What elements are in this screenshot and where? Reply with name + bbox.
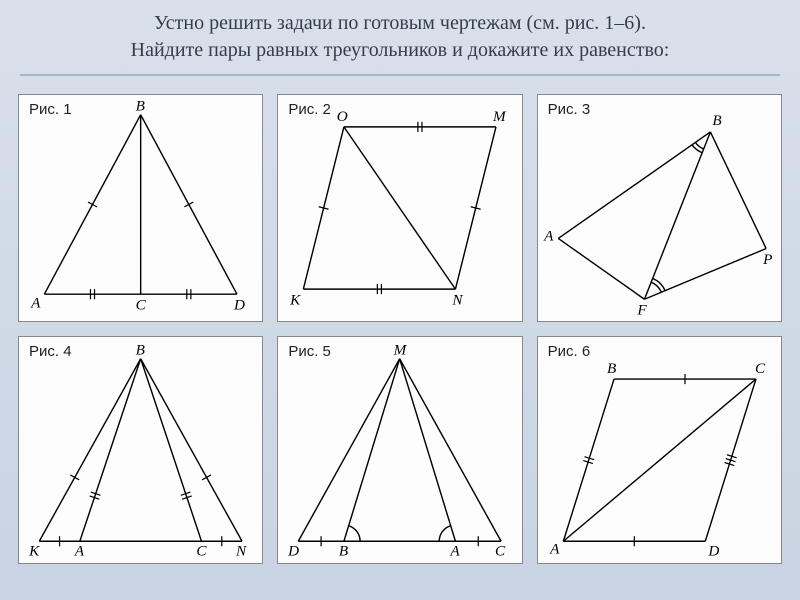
svg-text:C: C (495, 542, 506, 559)
svg-text:A: A (543, 227, 554, 244)
figure-6-label: Рис. 6 (548, 343, 591, 360)
svg-text:B: B (712, 112, 721, 129)
figure-1-svg: A B C D (19, 95, 262, 321)
svg-text:M: M (492, 108, 507, 125)
title-line-1: Устно решить задачи по готовым чертежам … (20, 10, 780, 37)
svg-text:P: P (762, 251, 772, 268)
svg-text:B: B (136, 98, 145, 115)
svg-text:C: C (196, 542, 207, 559)
title-line-2: Найдите пары равных треугольников и дока… (20, 37, 780, 64)
divider (20, 74, 780, 76)
figure-6-svg: A B C D (538, 337, 781, 563)
svg-text:C: C (755, 360, 766, 377)
svg-text:A: A (450, 542, 461, 559)
svg-text:C: C (136, 296, 147, 313)
svg-text:F: F (636, 301, 647, 318)
svg-text:K: K (28, 542, 40, 559)
svg-text:O: O (337, 108, 348, 125)
figure-6: Рис. 6 A B C D (537, 336, 782, 564)
svg-text:M: M (393, 342, 408, 359)
page-title: Устно решить задачи по готовым чертежам … (0, 0, 800, 70)
svg-text:K: K (289, 291, 301, 308)
figure-3-label: Рис. 3 (548, 101, 591, 118)
figure-1-label: Рис. 1 (29, 101, 72, 118)
figure-5-label: Рис. 5 (288, 343, 331, 360)
svg-text:D: D (233, 296, 245, 313)
figure-2-label: Рис. 2 (288, 101, 331, 118)
figure-4-label: Рис. 4 (29, 343, 72, 360)
figure-3: Рис. 3 A B P F (537, 94, 782, 322)
figure-2: Рис. 2 O M K N (277, 94, 522, 322)
svg-text:D: D (707, 542, 719, 559)
svg-text:B: B (339, 542, 348, 559)
svg-text:N: N (452, 291, 464, 308)
figure-grid: Рис. 1 A B C D Рис. 2 O M K N Рис. 3 A B P F Рис.… (0, 86, 800, 576)
svg-text:A: A (30, 294, 41, 311)
figure-3-svg: A B P F (538, 95, 781, 321)
figure-4: Рис. 4 K A B C N (18, 336, 263, 564)
svg-text:A: A (74, 542, 85, 559)
figure-4-svg: K A B C N (19, 337, 262, 563)
figure-5-svg: D B M A C (278, 337, 521, 563)
figure-1: Рис. 1 A B C D (18, 94, 263, 322)
svg-text:B: B (136, 342, 145, 359)
figure-2-svg: O M K N (278, 95, 521, 321)
svg-text:N: N (235, 542, 247, 559)
svg-text:B: B (607, 360, 616, 377)
svg-text:A: A (549, 540, 560, 557)
figure-5: Рис. 5 D B M A C (277, 336, 522, 564)
svg-text:D: D (287, 542, 299, 559)
